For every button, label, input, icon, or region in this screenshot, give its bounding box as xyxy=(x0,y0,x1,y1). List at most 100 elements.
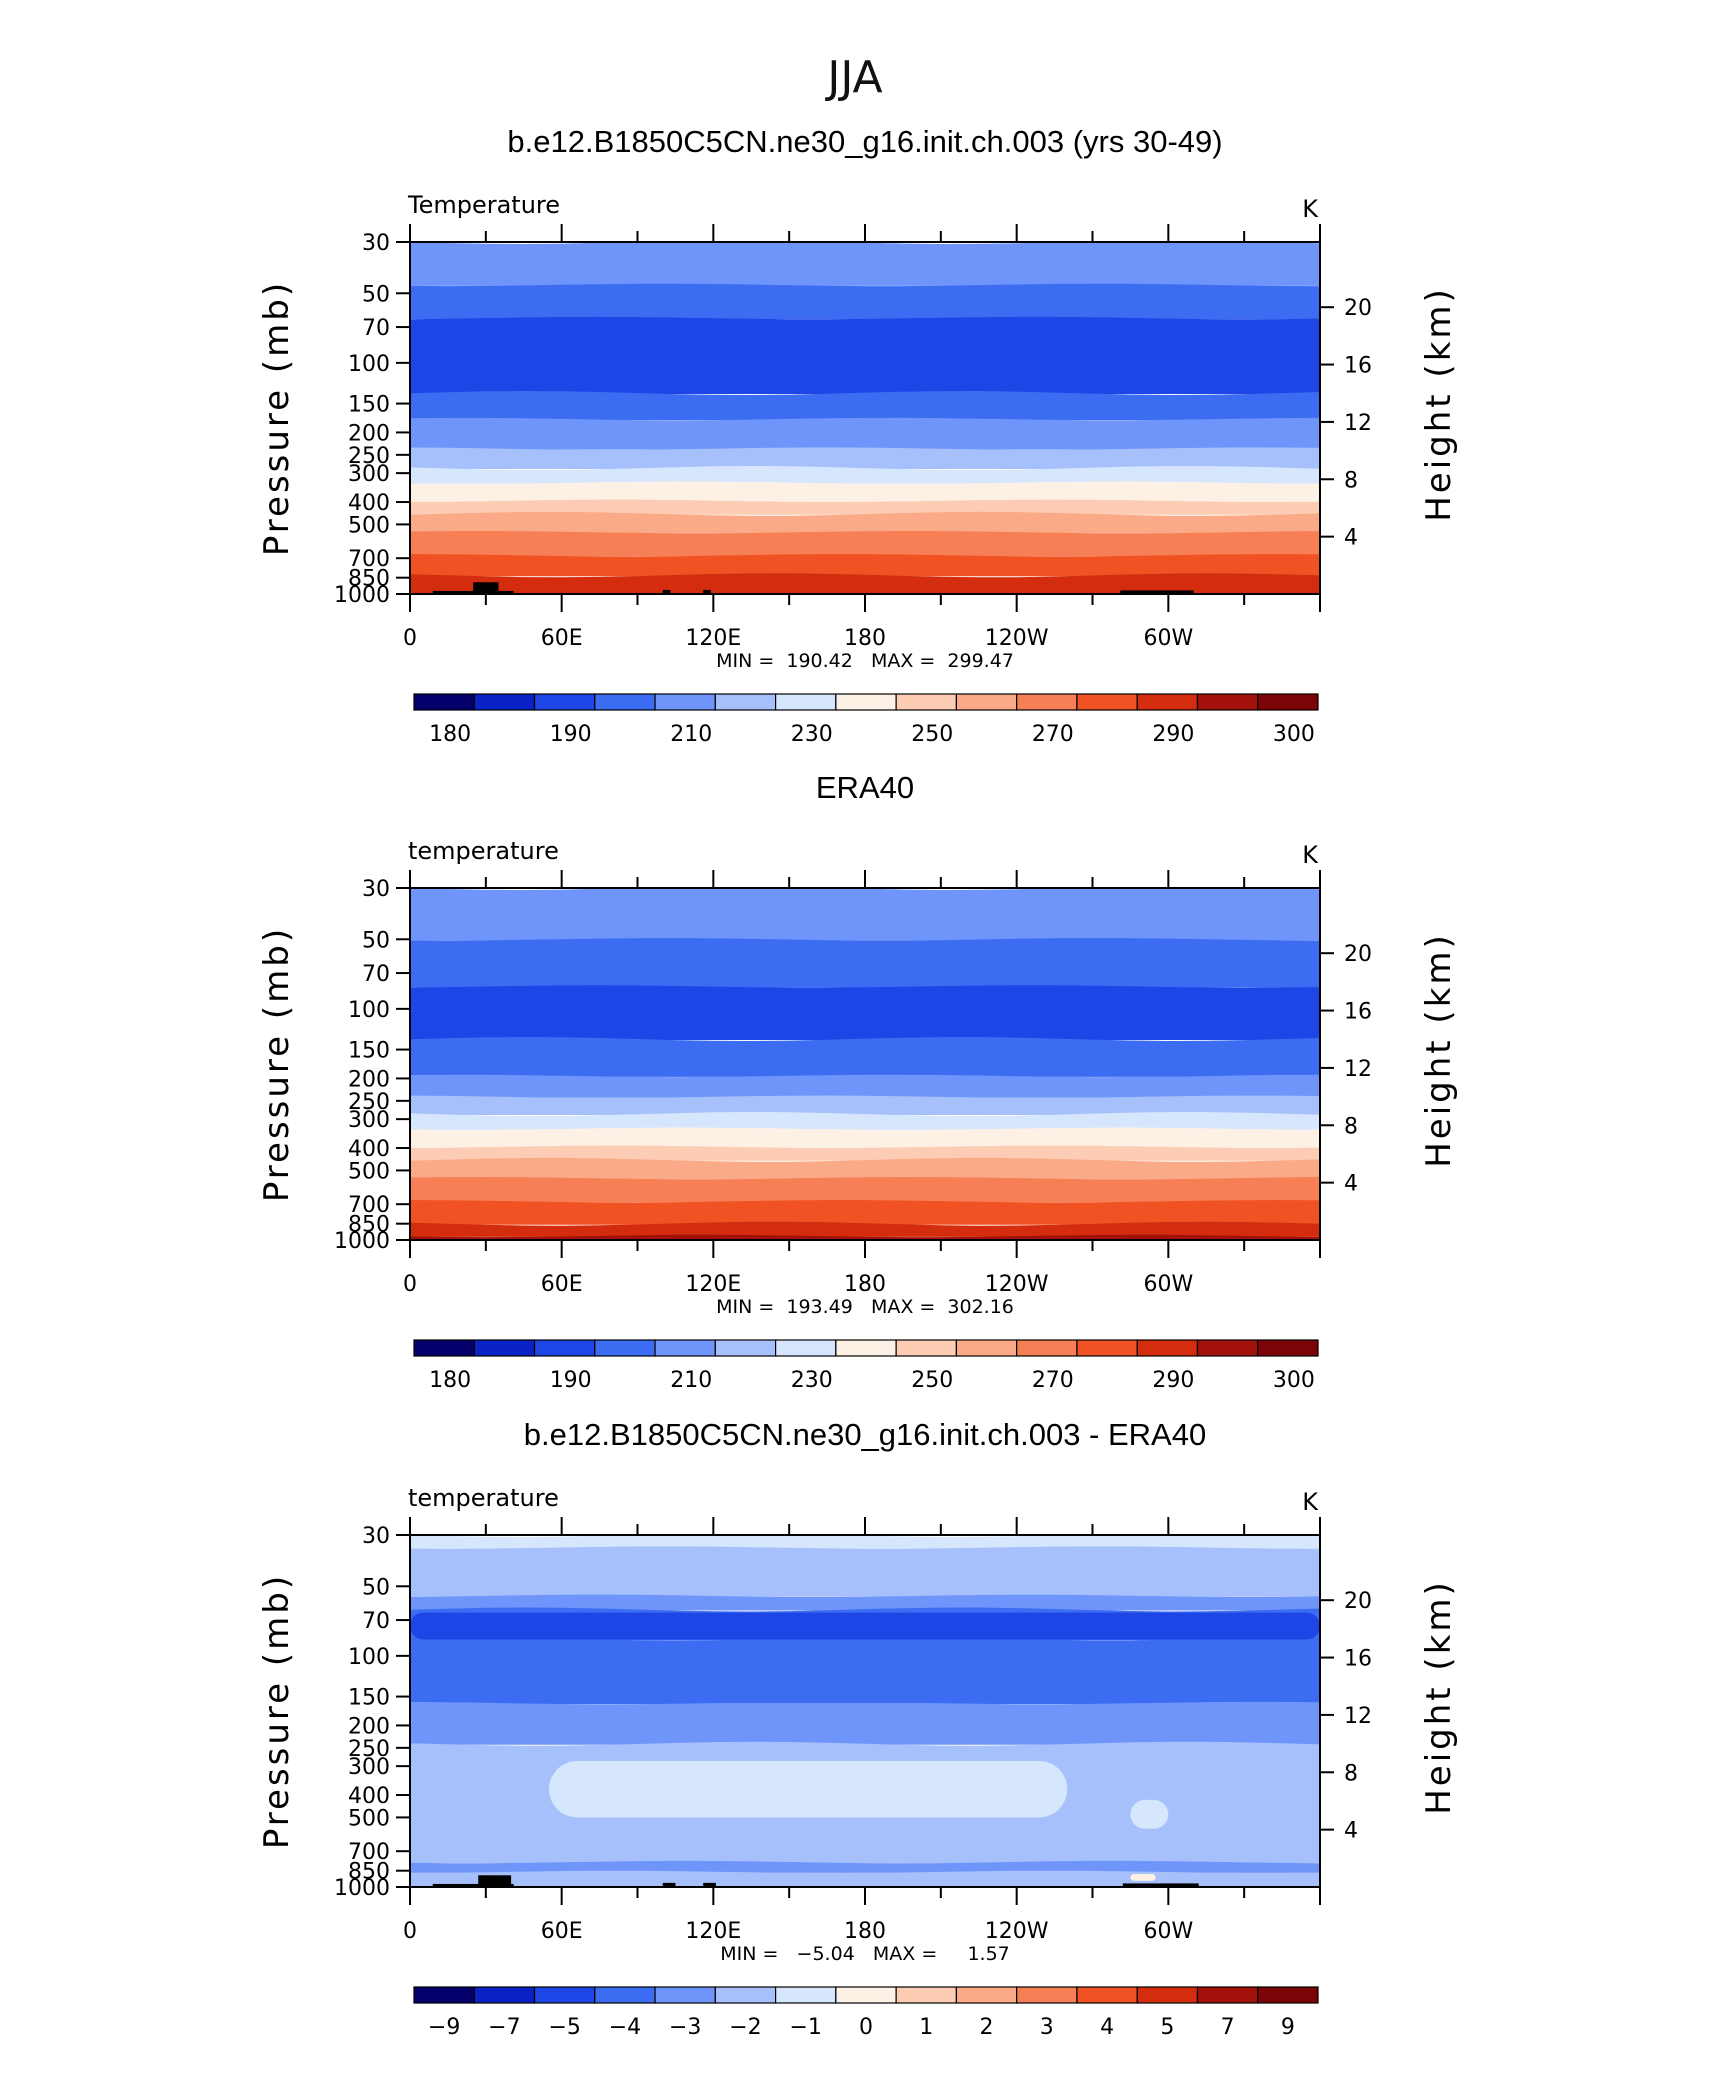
y-tick-label: 700 xyxy=(348,547,390,572)
contour-band-11 xyxy=(410,1177,1320,1203)
colorbar-box xyxy=(955,1986,1018,2004)
panel-left-string: Temperature xyxy=(407,191,560,219)
colorbar-box xyxy=(774,1986,837,2004)
contour-patch-5 xyxy=(1130,1874,1156,1881)
colorbar-label: 300 xyxy=(1273,1368,1315,1393)
y-tick-label: 700 xyxy=(348,1193,390,1218)
colorbar-label: 2 xyxy=(980,2015,994,2040)
colorbar-label: 180 xyxy=(429,1368,471,1393)
y-tick-label: 400 xyxy=(348,1784,390,1809)
colorbar-box xyxy=(955,1339,1018,1357)
contour-band-7 xyxy=(410,1112,1320,1130)
y-tick-label: 850 xyxy=(348,1213,390,1238)
x-tick-label: 120W xyxy=(985,626,1049,651)
y-tick-label: 500 xyxy=(348,1159,390,1184)
y-right-tick-label: 20 xyxy=(1344,942,1372,967)
x-tick-label: 0 xyxy=(403,1919,417,1944)
colorbar-box xyxy=(895,1986,958,2004)
y-tick-label: 150 xyxy=(348,1686,390,1711)
y-right-tick-label: 20 xyxy=(1344,1589,1372,1614)
figure-title: JJA xyxy=(824,52,882,103)
colorbar-label: −5 xyxy=(548,2015,580,2040)
y-tick-label: 250 xyxy=(348,1737,390,1762)
y-tick-label: 50 xyxy=(362,282,390,307)
topography-mask-3 xyxy=(662,589,671,594)
x-tick-label: 120E xyxy=(685,626,741,651)
colorbar-box xyxy=(473,1339,536,1357)
panel-units: K xyxy=(1302,195,1319,223)
colorbar-box xyxy=(533,693,596,711)
y-right-tick-label: 8 xyxy=(1344,1114,1358,1139)
contour-band-1 xyxy=(410,888,1320,941)
y-tick-label: 400 xyxy=(348,491,390,516)
contour-band-2 xyxy=(410,283,1320,320)
y-right-tick-label: 12 xyxy=(1344,1704,1372,1729)
y-tick-label: 50 xyxy=(362,928,390,953)
plot-area xyxy=(410,888,1320,1240)
colorbar-label: 3 xyxy=(1040,2015,1054,2040)
colorbar-box xyxy=(473,1986,536,2004)
y-right-tick-label: 8 xyxy=(1344,1761,1358,1786)
panel-units: K xyxy=(1302,1488,1319,1516)
colorbar-label: −1 xyxy=(790,2015,822,2040)
colorbar-label: 210 xyxy=(670,1368,712,1393)
colorbar-box xyxy=(654,1986,716,2004)
y-tick-label: 100 xyxy=(348,352,390,377)
topography-mask-2 xyxy=(478,1875,512,1887)
colorbar-box xyxy=(1136,693,1199,711)
contour-band-3 xyxy=(410,1594,1320,1611)
x-tick-label: 60W xyxy=(1143,1272,1193,1297)
colorbar-label: −4 xyxy=(609,2015,641,2040)
colorbar-box xyxy=(594,1986,656,2004)
y-tick-label: 300 xyxy=(348,1755,390,1780)
contour-patch-2 xyxy=(536,1655,1126,1704)
colorbar-box xyxy=(533,1986,596,2004)
panel-1: b.e12.B1850C5CN.ne30_g16.init.ch.003 (yr… xyxy=(257,124,1459,747)
colorbar-box xyxy=(533,1339,596,1357)
colorbar-box xyxy=(1257,1339,1319,1357)
y-tick-label: 100 xyxy=(348,1645,390,1670)
topography-mask-5 xyxy=(1120,590,1194,594)
y-tick-label: 150 xyxy=(348,393,390,418)
contour-band-3 xyxy=(410,316,1320,394)
contour-band-8 xyxy=(410,481,1320,502)
contour-band-2 xyxy=(410,938,1320,988)
colorbar-box xyxy=(1136,1986,1199,2004)
colorbar-box xyxy=(895,1339,958,1357)
colorbar-box xyxy=(714,693,777,711)
panel-left-string: temperature xyxy=(408,837,559,865)
contour-band-9 xyxy=(410,1145,1320,1161)
colorbar-box xyxy=(654,693,716,711)
y-right-tick-label: 12 xyxy=(1344,1057,1372,1082)
colorbar-label: 250 xyxy=(911,722,953,747)
contour-band-11 xyxy=(410,531,1320,557)
colorbar-label: 290 xyxy=(1152,1368,1194,1393)
contour-band-12 xyxy=(410,1200,1320,1225)
colorbar-box xyxy=(835,1339,897,1357)
contour-band-1 xyxy=(410,1535,1320,1549)
y-axis-label-right: Height (km) xyxy=(1419,286,1459,522)
colorbar-label: 290 xyxy=(1152,722,1194,747)
colorbar-box xyxy=(895,693,958,711)
x-tick-label: 180 xyxy=(844,1272,886,1297)
colorbar-box xyxy=(955,693,1018,711)
y-axis-label: Pressure (mb) xyxy=(257,280,297,556)
x-tick-label: 120W xyxy=(985,1272,1049,1297)
plot-area xyxy=(410,242,1320,594)
y-axis-label-right: Height (km) xyxy=(1419,1579,1459,1815)
y-tick-label: 30 xyxy=(362,1524,390,1549)
colorbar-label: 210 xyxy=(670,722,712,747)
contour-band-6 xyxy=(410,1095,1320,1115)
contour-patch-1 xyxy=(410,1612,1320,1640)
x-tick-label: 120E xyxy=(685,1919,741,1944)
y-tick-label: 250 xyxy=(348,1090,390,1115)
y-tick-label: 400 xyxy=(348,1137,390,1162)
colorbar-box xyxy=(654,1339,716,1357)
colorbar-box xyxy=(1016,1986,1078,2004)
colorbar-label: 7 xyxy=(1221,2015,1235,2040)
contour-band-6 xyxy=(410,447,1320,469)
colorbar-box xyxy=(1196,1986,1259,2004)
plot-area xyxy=(410,1535,1320,1887)
colorbar-label: 190 xyxy=(550,1368,592,1393)
